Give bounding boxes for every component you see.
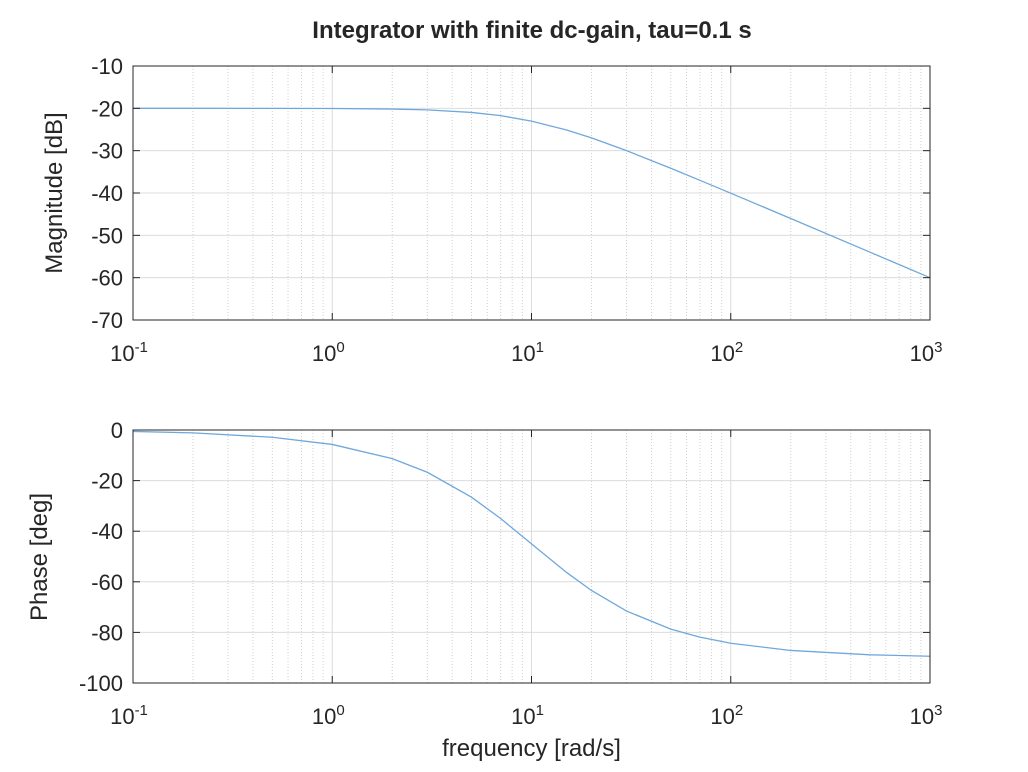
phase-y-tick-label: -40 — [91, 519, 123, 544]
magnitude-y-tick-label: -60 — [91, 266, 123, 291]
chart-title: Integrator with finite dc-gain, tau=0.1 … — [312, 17, 751, 44]
phase-y-tick-label: -100 — [79, 671, 123, 696]
magnitude-y-tick-label: -30 — [91, 139, 123, 164]
magnitude-x-tick-label: 10-1 — [110, 339, 148, 366]
phase-x-tick-label: 10-1 — [110, 702, 148, 729]
phase-x-tick-label: 103 — [910, 702, 943, 729]
phase-y-axis-label: Phase [deg] — [26, 493, 53, 621]
magnitude-y-tick-label: -50 — [91, 223, 123, 248]
phase-x-tick-label: 102 — [710, 702, 743, 729]
magnitude-x-tick-label: 102 — [710, 339, 743, 366]
phase-y-tick-label: 0 — [111, 418, 123, 443]
magnitude-y-tick-label: -20 — [91, 96, 123, 121]
magnitude-y-tick-label: -70 — [91, 308, 123, 333]
phase-y-tick-label: -60 — [91, 570, 123, 595]
phase-y-tick-label: -80 — [91, 620, 123, 645]
magnitude-x-tick-label: 103 — [910, 339, 943, 366]
phase-x-tick-label: 101 — [511, 702, 544, 729]
magnitude-panel: -10 -20 -30 -40 -50 -60 -70 10-1 100 101 102 103 Mag… — [41, 54, 942, 366]
magnitude-y-tick-label: -10 — [91, 54, 123, 79]
phase-series-line — [132, 430, 931, 657]
magnitude-series-line — [133, 107, 931, 279]
magnitude-y-tick-label: -40 — [91, 181, 123, 206]
magnitude-x-tick-label: 100 — [312, 339, 345, 366]
phase-y-tick-label: -20 — [91, 469, 123, 494]
magnitude-x-tick-label: 101 — [511, 339, 544, 366]
phase-x-tick-label: 100 — [312, 702, 345, 729]
phase-panel: 0 -20 -40 -60 -80 -100 10-1 100 101 102 103 Phase [… — [26, 418, 942, 762]
magnitude-y-axis-label: Magnitude [dB] — [41, 112, 68, 273]
phase-x-axis-label: frequency [rad/s] — [442, 735, 621, 762]
